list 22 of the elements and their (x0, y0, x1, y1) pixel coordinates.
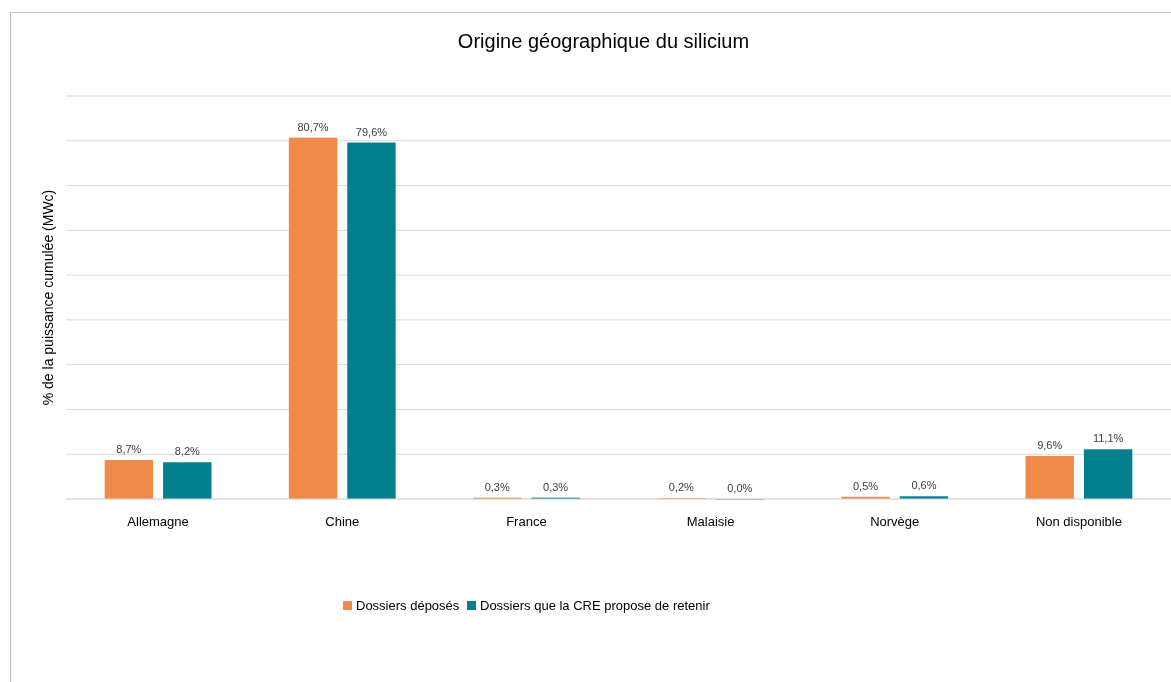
x-tick-label: Chine (325, 514, 360, 529)
data-label: 8,2% (174, 445, 201, 458)
data-label: 0,6% (911, 479, 937, 492)
x-tick-label: Allemagne (127, 514, 189, 529)
data-label: 0,5% (853, 479, 879, 492)
data-label: 79,6% (355, 125, 388, 138)
data-label: 8,7% (116, 443, 142, 456)
data-label: 0,0% (727, 482, 753, 494)
data-label: 80,7% (297, 120, 329, 133)
x-tick-label: France (506, 514, 547, 529)
data-label: 11,1% (1092, 432, 1124, 445)
y-axis-title: % de la puissance cumulée (MWc) (40, 189, 56, 406)
legend-label: Dossiers déposés (356, 598, 460, 613)
data-label: 0,2% (668, 481, 695, 494)
x-tick-label: Non disponible (1035, 514, 1122, 529)
data-label: 0,3% (543, 480, 569, 493)
legend-label: Dossiers que la CRE propose de retenir (480, 598, 711, 613)
data-label: 9,6% (1037, 439, 1063, 452)
x-tick-label: Norvège (870, 514, 920, 529)
chart-title: Origine géographique du silicium (457, 30, 750, 52)
data-label: 0,3% (484, 480, 510, 493)
x-tick-label: Malaisie (686, 514, 735, 529)
